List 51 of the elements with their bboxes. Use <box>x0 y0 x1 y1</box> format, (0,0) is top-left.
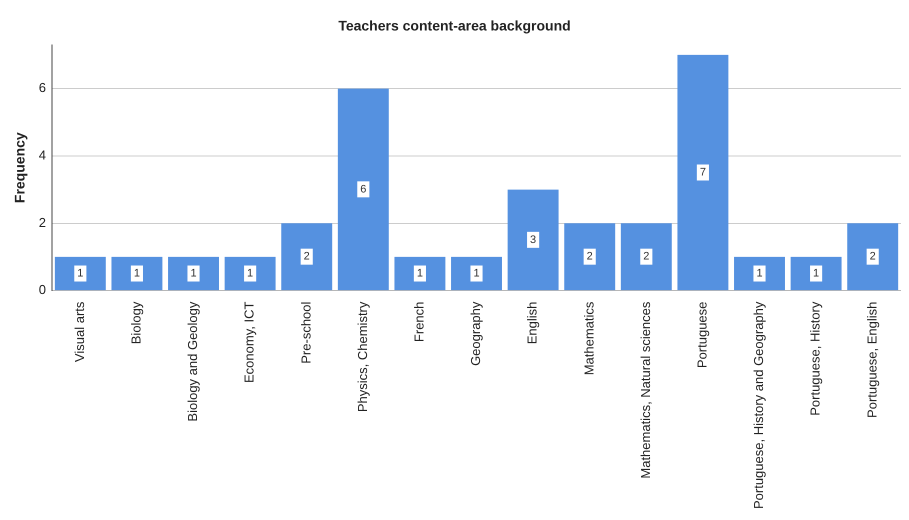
bar <box>734 256 785 290</box>
y-axis-title: Frequency <box>11 132 28 204</box>
bar <box>790 256 842 290</box>
bar <box>847 223 898 290</box>
bar <box>620 223 672 290</box>
x-tick-label: Biology and Geology <box>185 301 200 422</box>
x-tick-label: Geography <box>468 301 484 366</box>
x-tick-label: French <box>411 302 426 342</box>
data-label: 1 <box>473 268 480 280</box>
data-label: 1 <box>190 268 197 280</box>
data-label: 7 <box>700 166 706 179</box>
y-tick-label: 6 <box>38 80 46 96</box>
bar <box>224 256 276 290</box>
x-tick-label: Portuguese, History <box>808 301 823 416</box>
chart-title: Teachers content-area background <box>338 17 571 34</box>
bar <box>168 256 219 290</box>
data-label: 2 <box>304 250 310 263</box>
x-tick-label: Economy, ICT <box>242 302 257 383</box>
x-tick-label: English <box>524 302 540 344</box>
data-label: 2 <box>586 250 593 263</box>
x-tick-label: Pre-school <box>298 301 314 364</box>
data-label: 1 <box>77 268 84 280</box>
bar <box>54 256 106 290</box>
data-label: 1 <box>134 268 140 280</box>
x-tick-label: Biology <box>128 301 144 344</box>
data-label: 1 <box>813 268 820 280</box>
x-tick-label: Physics, Chemistry <box>354 301 370 412</box>
x-tick-label: Mathematics, Natural sciences <box>638 301 653 479</box>
bar <box>281 223 332 290</box>
bar <box>394 256 446 290</box>
data-label: 1 <box>416 268 423 280</box>
y-tick-label: 2 <box>38 214 46 230</box>
data-label: 3 <box>530 234 536 246</box>
data-label: 1 <box>756 268 763 280</box>
data-label: 2 <box>643 250 650 263</box>
data-label: 2 <box>870 250 876 263</box>
data-label: 1 <box>247 268 254 280</box>
bar <box>111 256 162 290</box>
bar <box>677 54 728 290</box>
data-label: 6 <box>360 183 366 196</box>
x-tick-label: Visual arts <box>72 301 87 362</box>
x-tick-label: Portuguese, English <box>864 302 880 418</box>
bar <box>508 190 559 290</box>
y-tick-label: 4 <box>38 147 46 162</box>
bar <box>338 88 389 290</box>
x-tick-label: Portuguese <box>694 302 710 368</box>
bar <box>564 223 616 290</box>
y-tick-label: 0 <box>38 282 46 298</box>
bar <box>451 256 502 290</box>
x-tick-label: Mathematics <box>581 301 596 376</box>
x-tick-label: Portuguese, History and Geography <box>751 301 766 510</box>
